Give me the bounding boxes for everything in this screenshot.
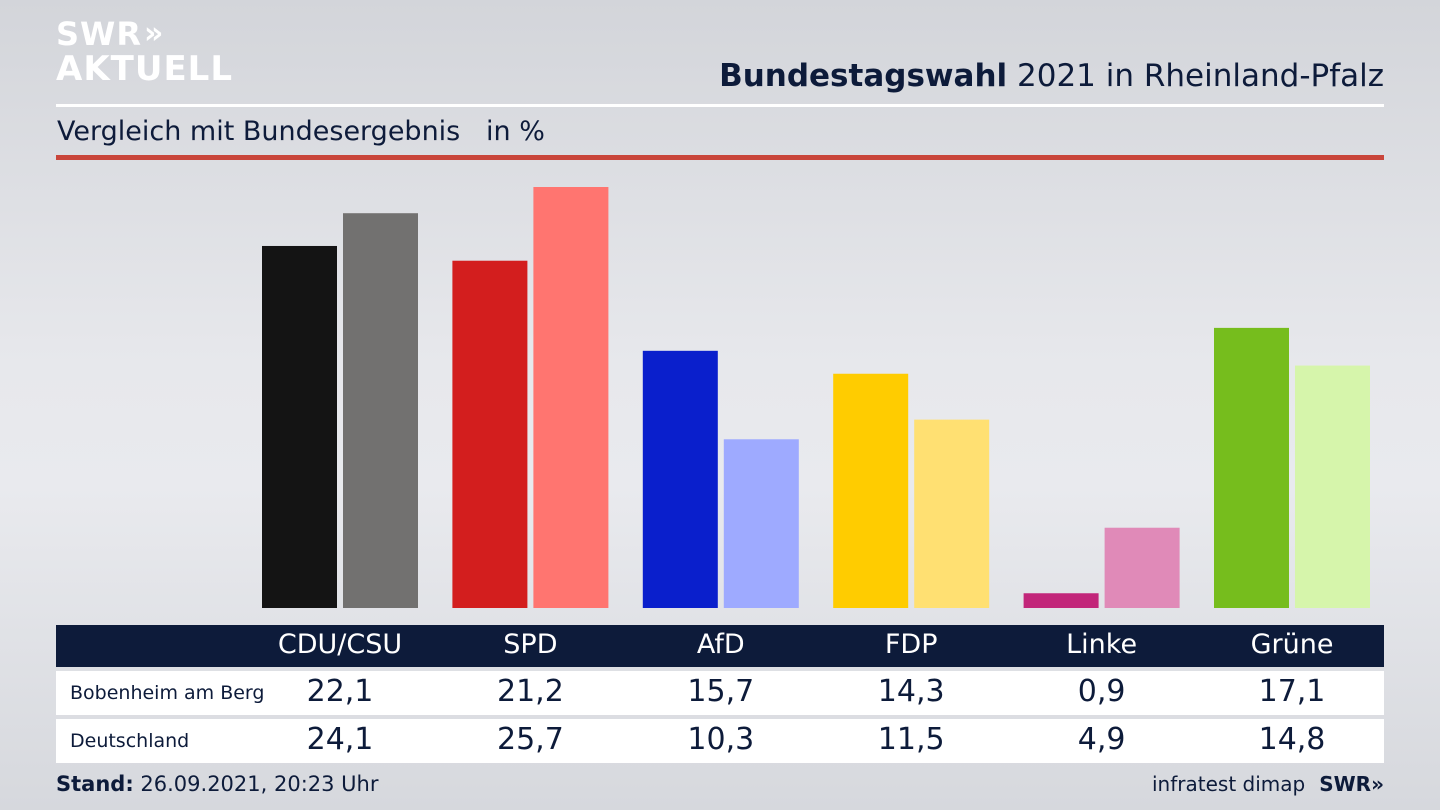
- column-header-2: AfD: [696, 629, 745, 660]
- bar-afd-series-0: [642, 350, 718, 608]
- results-table: CDU/CSU SPD AfD FDP Linke Grüne Bobenheim am …: [56, 625, 1384, 763]
- bar-gr-ne-series-0: [1214, 327, 1289, 608]
- bar-afd-series-1: [723, 439, 799, 608]
- source-credit: infratest dimap SWR»: [1152, 772, 1384, 796]
- bar-chart: [262, 187, 1370, 608]
- value-label-0-1: 21,2: [496, 674, 564, 709]
- value-label-0-0: 22,1: [306, 674, 374, 709]
- value-label-0-4: 0,9: [1077, 674, 1126, 709]
- value-label-1-0: 24,1: [306, 722, 374, 757]
- column-header-0: CDU/CSU: [277, 629, 403, 660]
- stand-value: 26.09.2021, 20:23 Uhr: [133, 772, 379, 796]
- row-label-1: Deutschland: [70, 730, 190, 752]
- column-header-4: Linke: [1066, 629, 1138, 660]
- column-header-5: Grüne: [1250, 629, 1334, 660]
- title-rest: 2021 in Rheinland-Pfalz: [1007, 58, 1384, 94]
- bar-spd-series-0: [452, 260, 528, 608]
- value-label-1-3: 11,5: [877, 722, 945, 757]
- value-label-0-2: 15,7: [687, 674, 755, 709]
- stand-label: Stand:: [56, 772, 134, 796]
- row-label-0: Bobenheim am Berg: [70, 682, 265, 704]
- value-label-1-4: 4,9: [1077, 722, 1126, 757]
- timestamp: Stand: 26.09.2021, 20:23 Uhr: [56, 772, 379, 796]
- bar-cdu-csu-series-0: [262, 245, 337, 608]
- column-header-3: FDP: [884, 629, 938, 660]
- column-header-1: SPD: [503, 629, 558, 660]
- subtitle-divider: [56, 155, 1384, 160]
- swr-aktuell-logo: SWR» AKTUELL: [56, 18, 233, 86]
- value-label-1-1: 25,7: [496, 722, 564, 757]
- bar-spd-series-1: [533, 187, 609, 608]
- bar-linke-series-1: [1104, 527, 1180, 608]
- chart-subtitle: Vergleich mit Bundesergebnis in %: [57, 116, 545, 147]
- logo-aktuell: AKTUELL: [56, 49, 234, 89]
- table-row-1: Deutschland 24,1 25,7 10,3 11,5 4,9 14,8: [56, 719, 1384, 763]
- bar-gr-ne-series-1: [1295, 365, 1370, 608]
- source-name: infratest dimap: [1152, 772, 1306, 796]
- title-bold: Bundestagswahl: [719, 58, 1008, 94]
- table-row-0: Bobenheim am Berg 22,1 21,2 15,7 14,3 0,9 17,…: [56, 671, 1384, 715]
- value-label-1-5: 14,8: [1258, 722, 1326, 757]
- logo-swr: SWR: [56, 15, 142, 53]
- header-divider: [56, 104, 1384, 107]
- bar-cdu-csu-series-1: [343, 213, 418, 608]
- page-title: Bundestagswahl 2021 in Rheinland-Pfalz: [719, 58, 1384, 94]
- bar-fdp-series-1: [914, 419, 990, 608]
- value-label-0-3: 14,3: [877, 674, 945, 709]
- value-label-0-5: 17,1: [1258, 674, 1326, 709]
- swr-brand-mark: SWR»: [1319, 772, 1384, 796]
- bar-fdp-series-0: [833, 373, 909, 608]
- value-label-1-2: 10,3: [687, 722, 755, 757]
- table-header: CDU/CSU SPD AfD FDP Linke Grüne: [56, 625, 1384, 667]
- bar-linke-series-0: [1023, 593, 1099, 608]
